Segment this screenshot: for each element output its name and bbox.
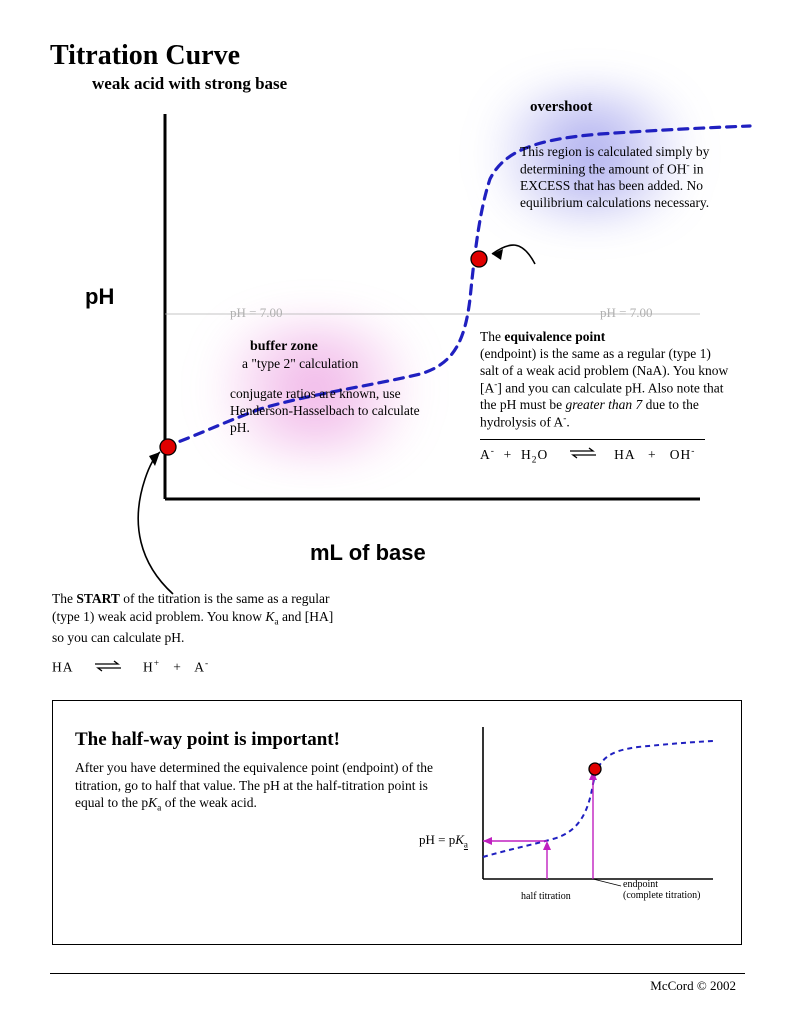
ph-label-left: pH = 7.00 [230, 305, 282, 321]
endpoint-label: endpoint(complete titration) [623, 879, 713, 901]
pka-label: pH = pKa [419, 832, 468, 851]
overshoot-label: overshoot [530, 98, 593, 117]
page-subtitle: weak acid with strong base [92, 74, 741, 94]
halfway-box: The half-way point is important! After y… [52, 700, 742, 945]
credit-text: McCord © 2002 [650, 978, 736, 994]
equivalence-block: The equivalence point (endpoint) is the … [480, 329, 730, 467]
buffer-label: buffer zone [250, 338, 318, 356]
buffer-text: conjugate ratios are known, use Henderso… [230, 386, 430, 437]
overshoot-text: This region is calculated simply by dete… [520, 144, 740, 212]
half-titration-label: half titration [521, 891, 571, 902]
main-chart: pH pH = 7.00 pH = 7.00 overshoot This re… [60, 104, 750, 524]
mini-chart: pH = pKa half titration endpoint(complet… [443, 719, 723, 919]
start-block: The START of the titration is the same a… [52, 590, 342, 676]
buffer-sub: a "type 2" calculation [242, 356, 358, 373]
y-axis-label: pH [85, 284, 114, 310]
x-axis-label: mL of base [310, 540, 426, 566]
footer-divider [50, 973, 745, 974]
box-text: After you have determined the equivalenc… [75, 759, 435, 815]
ph-label-right: pH = 7.00 [600, 305, 652, 321]
page-title: Titration Curve [50, 40, 741, 72]
